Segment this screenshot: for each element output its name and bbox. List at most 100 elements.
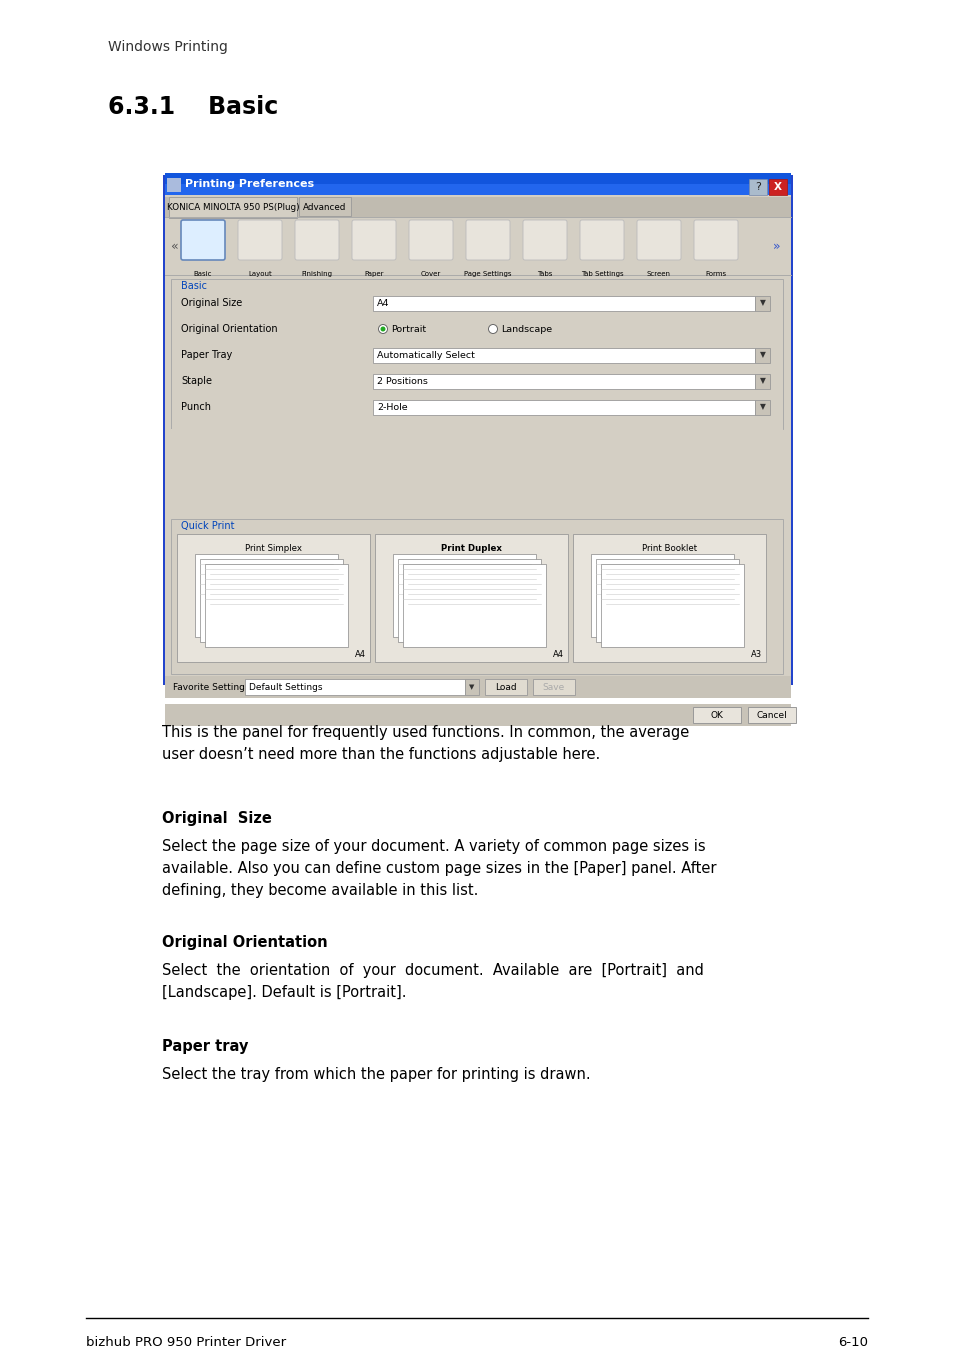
Text: Print Duplex: Print Duplex (440, 544, 501, 552)
Text: Printing Preferences: Printing Preferences (185, 179, 314, 190)
Bar (245, 678, 464, 695)
Bar (533, 678, 575, 695)
Bar (768, 179, 786, 195)
Bar (754, 348, 769, 363)
Text: Layout: Layout (248, 271, 272, 278)
Bar (373, 348, 754, 363)
Text: ▼: ▼ (759, 402, 764, 412)
Bar (165, 196, 790, 217)
Bar (169, 196, 296, 218)
FancyBboxPatch shape (522, 219, 566, 260)
Circle shape (380, 326, 385, 332)
Bar (165, 173, 790, 195)
Bar (397, 559, 540, 642)
Circle shape (378, 325, 387, 333)
Text: Punch: Punch (181, 402, 211, 412)
Text: KONICA MINOLTA 950 PS(Plug): KONICA MINOLTA 950 PS(Plug) (167, 203, 299, 211)
Text: Screen: Screen (646, 271, 670, 278)
Text: Load: Load (495, 682, 517, 692)
FancyBboxPatch shape (693, 219, 738, 260)
Text: Page Settings: Page Settings (464, 271, 511, 278)
Bar (165, 704, 790, 726)
Bar (373, 374, 754, 389)
Text: «: « (171, 240, 178, 252)
Text: Favorite Setting: Favorite Setting (172, 682, 245, 692)
FancyBboxPatch shape (181, 219, 225, 260)
Text: A4: A4 (355, 650, 366, 659)
Text: A4: A4 (553, 650, 563, 659)
Text: ▼: ▼ (469, 684, 475, 691)
Bar (402, 565, 545, 647)
Text: 2-Hole: 2-Hole (376, 402, 407, 412)
Text: Cover: Cover (420, 271, 440, 278)
Text: Forms: Forms (704, 271, 726, 278)
Text: Tabs: Tabs (537, 271, 552, 278)
Bar (692, 707, 740, 723)
Bar (171, 429, 782, 519)
Bar (754, 399, 769, 414)
Text: Windows Printing: Windows Printing (108, 41, 228, 54)
Text: Landscape: Landscape (500, 325, 552, 333)
Text: Original  Size: Original Size (162, 811, 272, 826)
Text: 2 Positions: 2 Positions (376, 376, 428, 386)
Text: ▼: ▼ (759, 351, 764, 360)
Text: Select the page size of your document. A variety of common page sizes is
availab: Select the page size of your document. A… (162, 839, 716, 899)
Text: Paper Tray: Paper Tray (181, 349, 232, 360)
Text: Portrait: Portrait (391, 325, 426, 333)
Bar (747, 707, 795, 723)
Text: Tab Settings: Tab Settings (580, 271, 622, 278)
Text: Automatically Select: Automatically Select (376, 351, 475, 360)
Bar (165, 184, 790, 195)
Bar (171, 519, 782, 674)
Text: Basic: Basic (193, 271, 212, 278)
Bar (167, 177, 181, 192)
Bar (754, 374, 769, 389)
Bar (171, 279, 782, 429)
Text: ▼: ▼ (759, 298, 764, 307)
Bar (194, 554, 337, 636)
Text: Original Orientation: Original Orientation (162, 936, 327, 951)
Bar (165, 217, 790, 275)
Text: 6.3.1    Basic: 6.3.1 Basic (108, 95, 278, 119)
FancyBboxPatch shape (294, 219, 338, 260)
Bar (298, 196, 351, 217)
FancyBboxPatch shape (409, 219, 453, 260)
Text: Basic: Basic (181, 282, 207, 291)
Bar (165, 676, 790, 699)
Text: Save: Save (542, 682, 564, 692)
Text: A4: A4 (376, 298, 389, 307)
Bar (205, 565, 348, 647)
FancyBboxPatch shape (352, 219, 395, 260)
Text: Paper tray: Paper tray (162, 1039, 248, 1053)
Bar (393, 554, 536, 636)
Text: Staple: Staple (181, 376, 212, 386)
Text: ▼: ▼ (759, 376, 764, 386)
Text: Cancel: Cancel (756, 711, 786, 719)
FancyBboxPatch shape (465, 219, 510, 260)
Text: 6-10: 6-10 (837, 1336, 867, 1349)
Bar (484, 678, 526, 695)
Bar (754, 297, 769, 311)
Bar (596, 559, 739, 642)
Bar (200, 559, 343, 642)
Bar (177, 533, 370, 662)
Bar (464, 678, 478, 695)
Text: OK: OK (710, 711, 722, 719)
FancyBboxPatch shape (237, 219, 282, 260)
Text: Select the tray from which the paper for printing is drawn.: Select the tray from which the paper for… (162, 1067, 590, 1082)
Text: This is the panel for frequently used functions. In common, the average
user doe: This is the panel for frequently used fu… (162, 724, 688, 762)
Circle shape (488, 325, 497, 333)
FancyBboxPatch shape (579, 219, 623, 260)
Bar (573, 533, 765, 662)
Text: ?: ? (754, 181, 760, 192)
Bar (163, 175, 792, 685)
Text: bizhub PRO 950 Printer Driver: bizhub PRO 950 Printer Driver (86, 1336, 286, 1349)
Text: Select  the  orientation  of  your  document.  Available  are  [Portrait]  and
[: Select the orientation of your document.… (162, 963, 703, 1001)
Text: X: X (773, 181, 781, 192)
Bar (373, 297, 754, 311)
Text: Original Size: Original Size (181, 298, 242, 307)
Bar (590, 554, 733, 636)
Bar (373, 399, 754, 414)
FancyBboxPatch shape (637, 219, 680, 260)
Bar (600, 565, 743, 647)
